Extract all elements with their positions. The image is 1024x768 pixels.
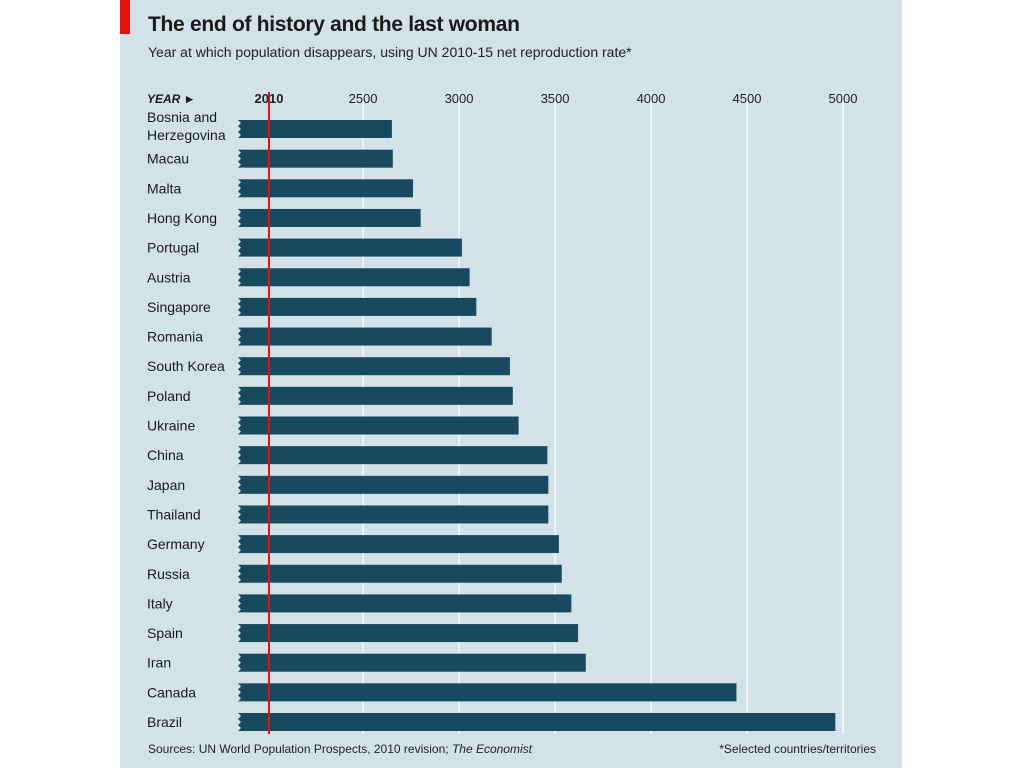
category-label: Brazil	[147, 714, 182, 730]
source-publisher: The Economist	[451, 742, 532, 756]
bar-break-marker	[236, 179, 241, 198]
category-label: Japan	[147, 477, 185, 493]
bar	[238, 475, 549, 494]
bar	[238, 713, 836, 731]
bar	[238, 327, 492, 346]
bar-break-marker	[236, 120, 241, 138]
bar-break-marker	[236, 327, 241, 346]
category-label: Poland	[147, 388, 191, 404]
bar	[238, 505, 549, 524]
category-label: Bosnia and Herzegovina	[147, 109, 226, 143]
chart-title: The end of history and the last woman	[148, 13, 520, 36]
bar	[238, 386, 513, 405]
category-label: Romania	[147, 329, 203, 345]
bar	[238, 208, 421, 227]
axis-prefix-label: YEAR ►	[147, 92, 196, 106]
bar	[238, 446, 548, 465]
source-note: Sources: UN World Population Prospects, …	[148, 742, 532, 756]
category-label: Iran	[147, 655, 171, 671]
bar-break-marker	[236, 653, 241, 672]
bar-break-marker	[236, 416, 241, 435]
bar	[238, 653, 586, 672]
bar	[238, 357, 510, 376]
bar-break-marker	[236, 238, 241, 257]
bar	[238, 179, 413, 198]
bar-break-marker	[236, 357, 241, 376]
bar-break-marker	[236, 594, 241, 613]
category-label: China	[147, 447, 184, 463]
source-text: Sources: UN World Population Prospects, …	[148, 742, 452, 756]
bar	[238, 120, 392, 138]
bar	[238, 564, 562, 583]
footnote: *Selected countries/territories	[719, 742, 876, 756]
bars	[236, 120, 836, 731]
x-tick-label-2010: 2010	[255, 91, 284, 106]
category-label: Malta	[147, 180, 181, 196]
bar	[238, 416, 519, 435]
category-label: Hong Kong	[147, 210, 217, 226]
chart-subtitle: Year at which population disappears, usi…	[148, 44, 632, 60]
bar-break-marker	[236, 208, 241, 227]
category-label-line: Herzegovina	[147, 127, 226, 143]
bar-break-marker	[236, 564, 241, 583]
x-tick-label-4500: 4500	[733, 91, 762, 106]
bar	[238, 149, 393, 168]
bar	[238, 268, 470, 287]
category-label: Portugal	[147, 240, 199, 256]
bar-break-marker	[236, 446, 241, 465]
x-tick-label-2500: 2500	[349, 91, 378, 106]
category-label: Italy	[147, 595, 173, 611]
category-label: South Korea	[147, 358, 225, 374]
chart-card: The end of history and the last woman Ye…	[120, 0, 902, 768]
category-labels: Bosnia and Herzegovina Macau Malta Hong Kong…	[147, 109, 226, 730]
bar	[238, 297, 477, 316]
category-label: Macau	[147, 151, 189, 167]
category-label: Russia	[147, 566, 190, 582]
bar-break-marker	[236, 386, 241, 405]
bar	[238, 683, 737, 702]
category-label: Germany	[147, 536, 205, 552]
category-label: Spain	[147, 625, 183, 641]
x-tick-label-5000: 5000	[829, 91, 858, 106]
category-label-line: Bosnia and	[147, 109, 217, 125]
category-label: Ukraine	[147, 418, 195, 434]
x-axis: YEAR ► 2010 2500 3000 3500 4000 4500 5000	[147, 91, 857, 106]
category-label: Canada	[147, 684, 196, 700]
category-label: Austria	[147, 269, 191, 285]
x-tick-label-3500: 3500	[541, 91, 570, 106]
x-tick-label-3000: 3000	[445, 91, 474, 106]
bar-break-marker	[236, 268, 241, 287]
category-label: Singapore	[147, 299, 211, 315]
bar-break-marker	[236, 149, 241, 168]
bar-break-marker	[236, 505, 241, 524]
bar	[238, 594, 572, 613]
x-tick-label-4000: 4000	[637, 91, 666, 106]
category-label: Thailand	[147, 506, 201, 522]
brand-tab	[120, 0, 130, 34]
bar-break-marker	[236, 297, 241, 316]
bar-break-marker	[236, 713, 241, 731]
bar-chart: YEAR ► 2010 2500 3000 3500 4000 4500 5000 Bosni…	[147, 91, 857, 734]
bar	[238, 624, 579, 643]
bar-break-marker	[236, 535, 241, 554]
bar-break-marker	[236, 683, 241, 702]
bar	[238, 535, 559, 554]
bar-break-marker	[236, 624, 241, 643]
bar	[238, 238, 462, 257]
bar-break-marker	[236, 475, 241, 494]
